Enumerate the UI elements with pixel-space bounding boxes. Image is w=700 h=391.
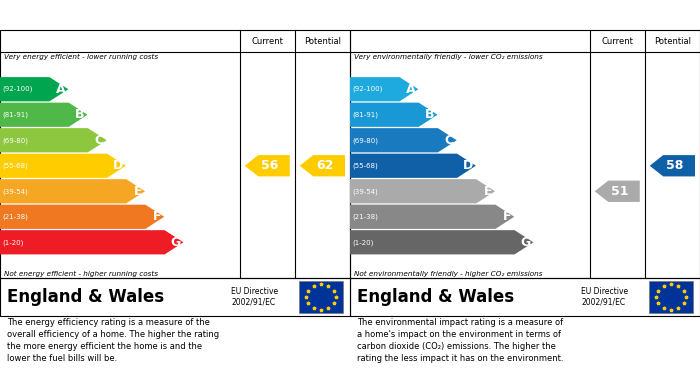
- Text: A: A: [406, 83, 416, 96]
- Text: Environmental Impact (CO₂) Rating: Environmental Impact (CO₂) Rating: [357, 10, 575, 20]
- Text: Very environmentally friendly - lower CO₂ emissions: Very environmentally friendly - lower CO…: [354, 54, 542, 60]
- Text: B: B: [75, 108, 85, 121]
- Text: Current: Current: [251, 37, 284, 46]
- Text: F: F: [503, 210, 512, 223]
- Text: Not energy efficient - higher running costs: Not energy efficient - higher running co…: [4, 271, 158, 277]
- Polygon shape: [350, 77, 419, 101]
- Polygon shape: [350, 128, 456, 152]
- Text: England & Wales: England & Wales: [357, 288, 514, 306]
- Text: Potential: Potential: [304, 37, 341, 46]
- Text: (69-80): (69-80): [3, 137, 29, 143]
- Text: D: D: [463, 159, 473, 172]
- Text: 56: 56: [261, 159, 278, 172]
- Text: F: F: [153, 210, 162, 223]
- FancyBboxPatch shape: [650, 281, 693, 313]
- Text: Energy Efficiency Rating: Energy Efficiency Rating: [7, 10, 160, 20]
- Text: (81-91): (81-91): [353, 111, 379, 118]
- Text: The energy efficiency rating is a measure of the
overall efficiency of a home. T: The energy efficiency rating is a measur…: [7, 318, 219, 362]
- Text: 58: 58: [666, 159, 683, 172]
- Polygon shape: [300, 155, 345, 176]
- Polygon shape: [245, 155, 290, 176]
- Text: E: E: [134, 185, 142, 198]
- Text: (1-20): (1-20): [3, 239, 25, 246]
- Polygon shape: [350, 102, 438, 127]
- Text: (39-54): (39-54): [3, 188, 29, 194]
- Polygon shape: [0, 179, 145, 203]
- Text: G: G: [520, 236, 531, 249]
- Text: EU Directive
2002/91/EC: EU Directive 2002/91/EC: [581, 287, 628, 307]
- Text: (39-54): (39-54): [353, 188, 379, 194]
- Text: A: A: [56, 83, 66, 96]
- Text: (92-100): (92-100): [3, 86, 33, 93]
- Polygon shape: [0, 204, 164, 229]
- Polygon shape: [595, 181, 640, 202]
- FancyBboxPatch shape: [300, 281, 343, 313]
- Polygon shape: [350, 204, 514, 229]
- Text: (21-38): (21-38): [3, 213, 29, 220]
- Text: Current: Current: [601, 37, 634, 46]
- Text: 62: 62: [316, 159, 333, 172]
- Polygon shape: [650, 155, 695, 176]
- Text: Potential: Potential: [654, 37, 691, 46]
- Polygon shape: [0, 230, 183, 255]
- Polygon shape: [350, 179, 495, 203]
- Polygon shape: [350, 230, 533, 255]
- Text: B: B: [425, 108, 435, 121]
- Text: D: D: [113, 159, 123, 172]
- Polygon shape: [350, 154, 476, 178]
- Text: (1-20): (1-20): [353, 239, 375, 246]
- Text: EU Directive
2002/91/EC: EU Directive 2002/91/EC: [231, 287, 278, 307]
- Polygon shape: [0, 154, 126, 178]
- Text: England & Wales: England & Wales: [7, 288, 164, 306]
- Text: Very energy efficient - lower running costs: Very energy efficient - lower running co…: [4, 54, 158, 60]
- Text: C: C: [94, 134, 104, 147]
- Text: (55-68): (55-68): [353, 163, 379, 169]
- Text: (81-91): (81-91): [3, 111, 29, 118]
- Text: E: E: [484, 185, 492, 198]
- Text: 51: 51: [610, 185, 628, 198]
- Text: G: G: [170, 236, 181, 249]
- Text: (92-100): (92-100): [353, 86, 383, 93]
- Text: (69-80): (69-80): [353, 137, 379, 143]
- Text: The environmental impact rating is a measure of
a home's impact on the environme: The environmental impact rating is a mea…: [357, 318, 564, 362]
- Polygon shape: [0, 102, 88, 127]
- Text: (21-38): (21-38): [353, 213, 379, 220]
- Polygon shape: [0, 128, 106, 152]
- Text: (55-68): (55-68): [3, 163, 29, 169]
- Text: Not environmentally friendly - higher CO₂ emissions: Not environmentally friendly - higher CO…: [354, 271, 542, 277]
- Text: C: C: [444, 134, 454, 147]
- Polygon shape: [0, 77, 69, 101]
